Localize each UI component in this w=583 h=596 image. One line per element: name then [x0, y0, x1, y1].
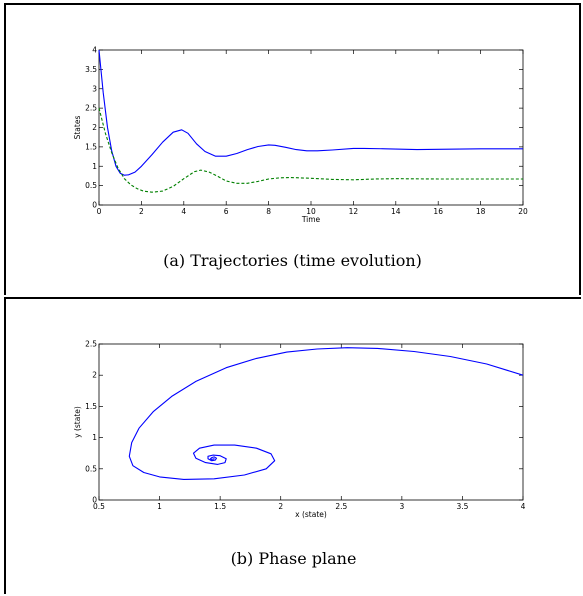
x-tick-label: 10 — [306, 207, 316, 216]
x-tick-label: 14 — [391, 207, 401, 216]
series-line-1 — [128, 347, 524, 480]
x-tick-label: 2 — [278, 502, 283, 511]
x-tick-label: 16 — [433, 207, 443, 216]
x-tick-label: 3 — [399, 502, 404, 511]
caption-trajectories: (a) Trajectories (time evolution) — [163, 251, 422, 270]
y-tick-label: 0 — [92, 496, 97, 505]
x-axis-label: x (state) — [295, 510, 327, 519]
y-tick-label: 1 — [92, 162, 97, 171]
y-tick-label: 0 — [92, 201, 97, 210]
trajectories-chart: 0 2 4 6 8 10 12 14 16 18 20 0 0.5 1 1.5 2 2.5 3 3.5 4 Time St… — [73, 46, 528, 225]
y-tick-label: 3.5 — [85, 65, 97, 74]
y-tick-label: 1.5 — [85, 402, 97, 411]
x-tick-label: 1 — [157, 502, 162, 511]
x-tick-label: 1.5 — [214, 502, 226, 511]
y-tick-label: 1.5 — [85, 142, 97, 151]
y-tick-label: 4 — [92, 46, 97, 55]
plot-frame — [98, 49, 524, 206]
figure-panel-trajectories: 0 2 4 6 8 10 12 14 16 18 20 0 0.5 1 1.5 2 2.5 3 3.5 4 Time St… — [4, 3, 581, 295]
x-tick-label: 2 — [139, 207, 144, 216]
y-axis-label: y (state) — [73, 406, 82, 438]
x-tick-label: 0 — [97, 207, 102, 216]
y-tick-label: 0.5 — [85, 464, 97, 473]
x-tick-label: 12 — [349, 207, 359, 216]
y-tick-label: 2 — [92, 123, 97, 132]
y-tick-label: 3 — [92, 84, 97, 93]
caption-phase-plane: (b) Phase plane — [230, 549, 357, 568]
series-line-2 — [98, 107, 523, 193]
x-tick-label: 8 — [266, 207, 271, 216]
y-axis-label: States — [73, 116, 82, 140]
x-tick-label: 20 — [518, 207, 528, 216]
phase-plane-chart: 0.5 1 1.5 2 2.5 3 3.5 400.511.522.5x (state)y (… — [73, 340, 526, 520]
figure-panel-phase-plane: 0.5 1 1.5 2 2.5 3 3.5 4 0 0.5 1 1.5 2 2.5 x (state) y (… — [4, 297, 581, 594]
plot-frame — [98, 343, 524, 501]
x-tick-label: 6 — [224, 207, 229, 216]
x-tick-label: 3.5 — [456, 502, 468, 511]
y-tick-label: 2 — [92, 371, 97, 380]
y-tick-label: 1 — [92, 433, 97, 442]
y-tick-label: 2.5 — [85, 104, 97, 113]
x-tick-label: 4 — [181, 207, 186, 216]
y-tick-label: 2.5 — [85, 340, 97, 349]
x-tick-label: 4 — [521, 502, 526, 511]
x-axis-label: Time — [301, 215, 321, 224]
y-tick-label: 0.5 — [85, 181, 97, 190]
x-tick-label: 0.5 — [93, 502, 105, 511]
series-line-1 — [98, 49, 523, 176]
x-tick-label: 2.5 — [335, 502, 347, 511]
x-tick-label: 18 — [476, 207, 486, 216]
